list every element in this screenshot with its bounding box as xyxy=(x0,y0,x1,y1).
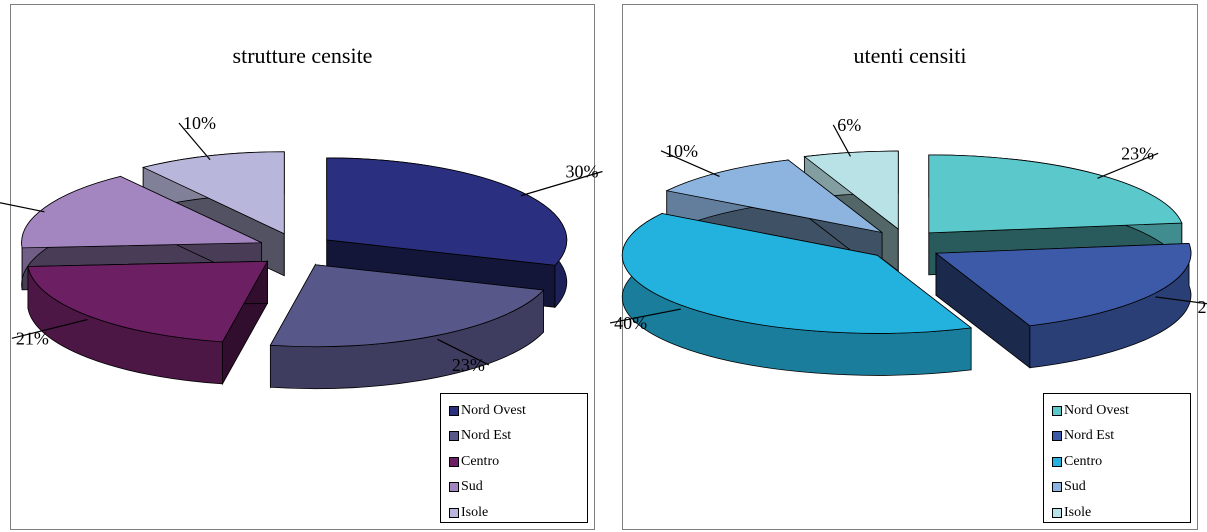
pie-slice-nord-est xyxy=(269,263,545,390)
chart-utenti-censiti: utenti censiti 23% 21% 40% 10% 6% Nord Ovest… xyxy=(609,4,1207,530)
legend-label: Isole xyxy=(461,504,489,520)
legend-label: Nord Ovest xyxy=(461,402,526,418)
legend-item: Nord Ovest xyxy=(449,398,587,424)
leader-line xyxy=(832,124,851,157)
chart-strutture-censite: strutture censite 30%23%21%16%10% Nord O… xyxy=(0,4,603,530)
legend-swatch xyxy=(449,431,459,442)
pie-slice-centro xyxy=(621,212,973,376)
legend-swatch xyxy=(449,482,459,493)
legend-swatch xyxy=(1052,405,1062,416)
legend-item: Centro xyxy=(449,449,587,475)
data-label: 23% xyxy=(1121,143,1154,163)
chart-title: strutture censite xyxy=(232,43,373,68)
legend-item: Sud xyxy=(1052,475,1190,501)
legend-item: Nord Est xyxy=(449,424,587,450)
data-label: 30% xyxy=(565,162,598,182)
leader-line xyxy=(437,338,490,366)
leader-line xyxy=(660,150,720,177)
data-label: 10% xyxy=(183,113,216,133)
legend-label: Sud xyxy=(461,479,483,495)
legend-item: Isole xyxy=(449,500,587,526)
legend-swatch xyxy=(449,405,459,416)
leader-line xyxy=(1097,152,1159,179)
legend-swatch xyxy=(1052,507,1062,518)
leader-line xyxy=(11,318,88,339)
legend-swatch xyxy=(1052,456,1062,467)
leader-line xyxy=(609,308,681,324)
legend-label: Centro xyxy=(461,453,500,469)
data-label: 6% xyxy=(837,115,861,135)
data-label: 40% xyxy=(614,313,647,333)
pie-chart: 30%23%21%16%10% xyxy=(0,113,603,390)
legend-swatch xyxy=(449,456,459,467)
legend-item: Centro xyxy=(1052,449,1190,475)
legend-label: Sud xyxy=(1064,479,1086,495)
leader-line xyxy=(520,170,603,197)
legend-swatch xyxy=(1052,431,1062,442)
data-label: 21% xyxy=(1197,297,1207,317)
chart-title: utenti censiti xyxy=(853,43,967,68)
legend-label: Isole xyxy=(1064,504,1092,520)
legend-item: Isole xyxy=(1052,500,1190,526)
legend-swatch xyxy=(449,507,459,518)
legend-label: Nord Est xyxy=(461,428,512,444)
legend-swatch xyxy=(1052,482,1062,493)
legend-item: Nord Ovest xyxy=(1052,398,1190,424)
leader-line xyxy=(0,202,45,213)
data-label: 21% xyxy=(16,328,49,348)
legend-label: Nord Est xyxy=(1064,428,1115,444)
pie-slice-centro xyxy=(27,259,269,386)
legend-label: Nord Ovest xyxy=(1064,402,1129,418)
pie-slice-nord-est xyxy=(934,243,1192,369)
chart-legend: Nord Ovest Nord Est Centro Sud Isole xyxy=(1043,393,1191,523)
legend-item: Nord Est xyxy=(1052,424,1190,450)
legend-label: Centro xyxy=(1064,453,1103,469)
pie-chart: 23% 21% 40% 10% 6% xyxy=(609,115,1207,376)
leader-line xyxy=(178,122,211,161)
data-label: 10% xyxy=(665,141,698,161)
leader-line xyxy=(1155,296,1207,305)
legend-item: Sud xyxy=(449,475,587,501)
chart-legend: Nord Ovest Nord Est Centro Sud Isole xyxy=(440,393,588,523)
data-label: 23% xyxy=(452,355,485,375)
